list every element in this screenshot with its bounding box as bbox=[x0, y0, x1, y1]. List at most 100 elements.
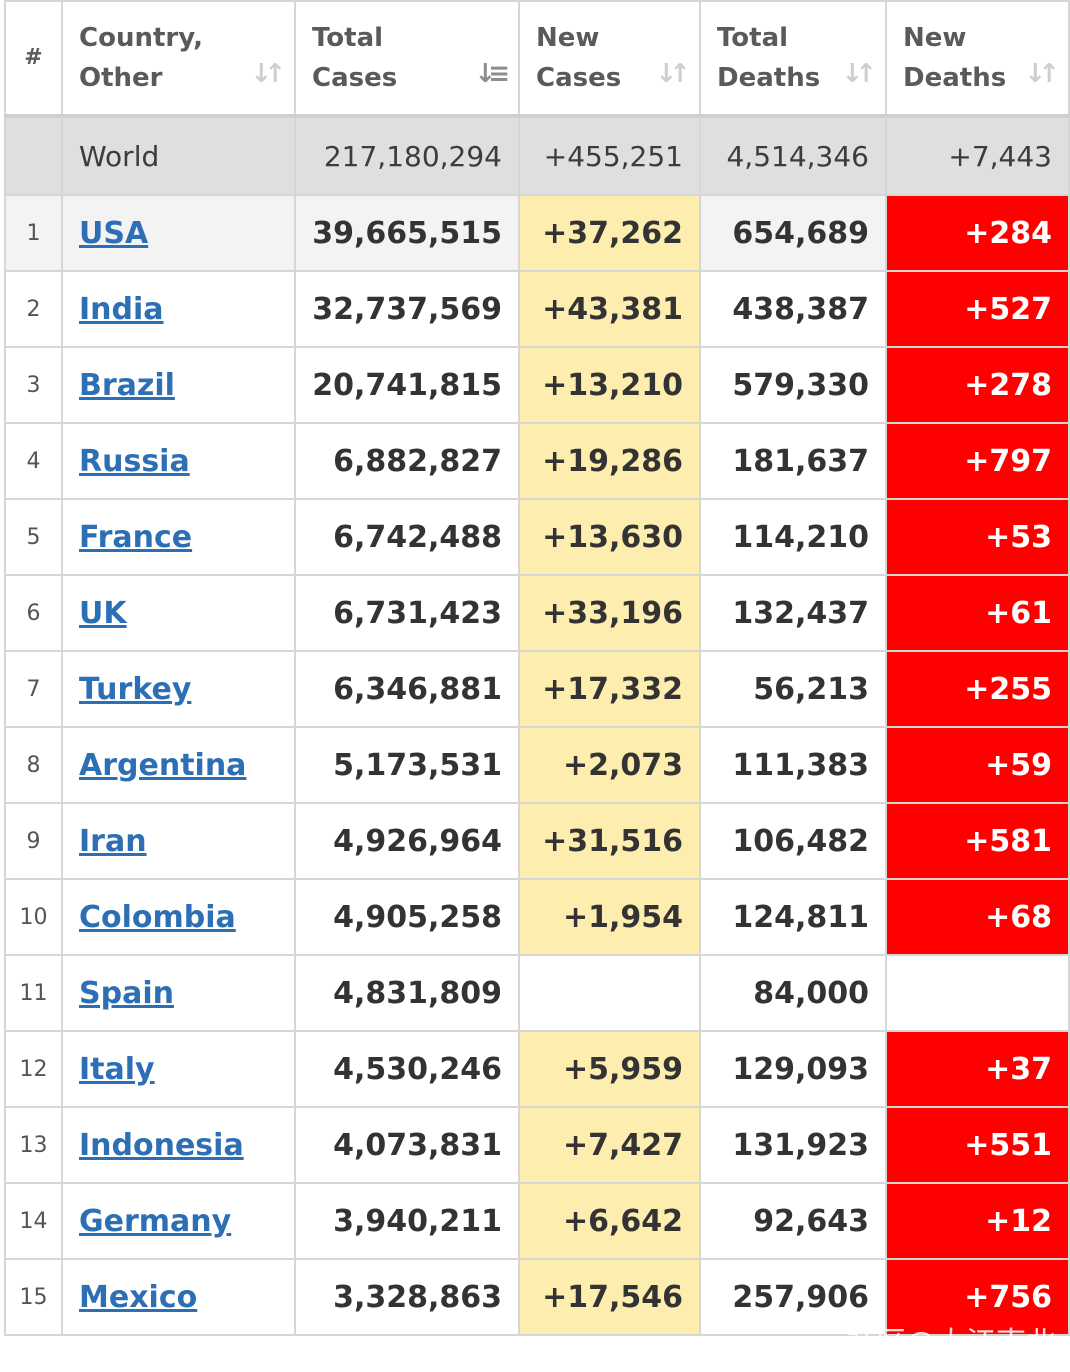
header-new-cases[interactable]: New Cases ↓↑ bbox=[518, 0, 701, 118]
country-link[interactable]: Turkey bbox=[79, 671, 192, 707]
rank-cell: 10 bbox=[4, 878, 63, 956]
new-deaths-cell bbox=[885, 954, 1070, 1032]
country-cell: UK bbox=[61, 574, 296, 652]
world-row: World 217,180,294 +455,251 4,514,346 +7,… bbox=[4, 115, 1070, 196]
world-total-deaths: 4,514,346 bbox=[699, 115, 887, 196]
watermark: 社区@大江南北 bbox=[846, 1326, 1056, 1361]
country-cell: Turkey bbox=[61, 650, 296, 728]
country-link[interactable]: UK bbox=[79, 595, 127, 631]
country-cell: USA bbox=[61, 194, 296, 272]
total-deaths-cell: 106,482 bbox=[699, 802, 887, 880]
table-row: 4 Russia 6,882,827 +19,286 181,637 +797 bbox=[4, 422, 1070, 500]
new-deaths-cell: +59 bbox=[885, 726, 1070, 804]
header-country[interactable]: Country, Other ↓↑ bbox=[61, 0, 296, 118]
country-link[interactable]: Brazil bbox=[79, 367, 175, 403]
sort-icon[interactable]: ↓↑ bbox=[250, 59, 285, 89]
country-cell: Mexico bbox=[61, 1258, 296, 1336]
new-deaths-cell: +284 bbox=[885, 194, 1070, 272]
new-cases-cell: +43,381 bbox=[518, 270, 701, 348]
new-cases-cell: +1,954 bbox=[518, 878, 701, 956]
total-deaths-cell: 654,689 bbox=[699, 194, 887, 272]
world-new-cases: +455,251 bbox=[518, 115, 701, 196]
header-new-deaths[interactable]: New Deaths ↓↑ bbox=[885, 0, 1070, 118]
total-deaths-cell: 131,923 bbox=[699, 1106, 887, 1184]
sort-icon[interactable]: ↓↑ bbox=[655, 59, 690, 89]
country-cell: France bbox=[61, 498, 296, 576]
total-deaths-cell: 438,387 bbox=[699, 270, 887, 348]
total-cases-cell: 4,831,809 bbox=[294, 954, 520, 1032]
total-deaths-cell: 124,811 bbox=[699, 878, 887, 956]
table-row: 6 UK 6,731,423 +33,196 132,437 +61 bbox=[4, 574, 1070, 652]
header-rank-label: # bbox=[24, 45, 43, 70]
rank-cell: 11 bbox=[4, 954, 63, 1032]
total-cases-cell: 4,905,258 bbox=[294, 878, 520, 956]
rank-cell: 3 bbox=[4, 346, 63, 424]
header-total-cases[interactable]: Total Cases ↓≡ bbox=[294, 0, 520, 118]
country-cell: Iran bbox=[61, 802, 296, 880]
table-row: 5 France 6,742,488 +13,630 114,210 +53 bbox=[4, 498, 1070, 576]
country-link[interactable]: Iran bbox=[79, 823, 147, 859]
new-cases-cell bbox=[518, 954, 701, 1032]
table-row: 14 Germany 3,940,211 +6,642 92,643 +12 bbox=[4, 1182, 1070, 1260]
new-deaths-cell: +68 bbox=[885, 878, 1070, 956]
world-rank-cell bbox=[4, 115, 63, 196]
table-row: 15 Mexico 3,328,863 +17,546 257,906 +756 bbox=[4, 1258, 1070, 1336]
table-row: 8 Argentina 5,173,531 +2,073 111,383 +59 bbox=[4, 726, 1070, 804]
total-deaths-cell: 181,637 bbox=[699, 422, 887, 500]
new-deaths-cell: +581 bbox=[885, 802, 1070, 880]
new-cases-cell: +17,332 bbox=[518, 650, 701, 728]
new-deaths-cell: +37 bbox=[885, 1030, 1070, 1108]
new-cases-cell: +37,262 bbox=[518, 194, 701, 272]
header-country-label: Country, Other bbox=[79, 23, 204, 93]
country-link[interactable]: Germany bbox=[79, 1203, 232, 1239]
country-cell: Russia bbox=[61, 422, 296, 500]
country-link[interactable]: Argentina bbox=[79, 747, 247, 783]
new-deaths-cell: +527 bbox=[885, 270, 1070, 348]
country-link[interactable]: USA bbox=[79, 215, 149, 251]
country-link[interactable]: Indonesia bbox=[79, 1127, 244, 1163]
country-link[interactable]: Mexico bbox=[79, 1279, 198, 1315]
rank-cell: 13 bbox=[4, 1106, 63, 1184]
rank-cell: 2 bbox=[4, 270, 63, 348]
header-new-cases-label: New Cases bbox=[536, 23, 622, 93]
total-deaths-cell: 84,000 bbox=[699, 954, 887, 1032]
rank-cell: 5 bbox=[4, 498, 63, 576]
sort-icon[interactable]: ↓↑ bbox=[1024, 59, 1059, 89]
header-rank[interactable]: # bbox=[4, 0, 63, 118]
total-cases-cell: 3,940,211 bbox=[294, 1182, 520, 1260]
total-cases-cell: 6,731,423 bbox=[294, 574, 520, 652]
rank-cell: 15 bbox=[4, 1258, 63, 1336]
header-total-deaths[interactable]: Total Deaths ↓↑ bbox=[699, 0, 887, 118]
total-cases-cell: 6,346,881 bbox=[294, 650, 520, 728]
rank-cell: 14 bbox=[4, 1182, 63, 1260]
country-link[interactable]: Colombia bbox=[79, 899, 236, 935]
country-cell: Germany bbox=[61, 1182, 296, 1260]
total-cases-cell: 39,665,515 bbox=[294, 194, 520, 272]
world-label: World bbox=[61, 115, 296, 196]
total-cases-cell: 6,882,827 bbox=[294, 422, 520, 500]
new-cases-cell: +2,073 bbox=[518, 726, 701, 804]
country-cell: Spain bbox=[61, 954, 296, 1032]
total-deaths-cell: 132,437 bbox=[699, 574, 887, 652]
world-total-cases: 217,180,294 bbox=[294, 115, 520, 196]
table-row: 11 Spain 4,831,809 84,000 bbox=[4, 954, 1070, 1032]
header-new-deaths-label: New Deaths bbox=[903, 23, 1007, 93]
sort-desc-icon[interactable]: ↓≡ bbox=[474, 59, 509, 89]
new-cases-cell: +13,630 bbox=[518, 498, 701, 576]
country-link[interactable]: Russia bbox=[79, 443, 190, 479]
country-link[interactable]: Italy bbox=[79, 1051, 155, 1087]
total-cases-cell: 20,741,815 bbox=[294, 346, 520, 424]
covid-table: # Country, Other ↓↑ Total Cases ↓≡ New Cases ↓… bbox=[4, 0, 1070, 1336]
new-deaths-cell: +551 bbox=[885, 1106, 1070, 1184]
country-cell: Brazil bbox=[61, 346, 296, 424]
sort-icon[interactable]: ↓↑ bbox=[841, 59, 876, 89]
new-cases-cell: +5,959 bbox=[518, 1030, 701, 1108]
rank-cell: 12 bbox=[4, 1030, 63, 1108]
table-row: 9 Iran 4,926,964 +31,516 106,482 +581 bbox=[4, 802, 1070, 880]
country-link[interactable]: France bbox=[79, 519, 193, 555]
country-link[interactable]: India bbox=[79, 291, 164, 327]
total-cases-cell: 5,173,531 bbox=[294, 726, 520, 804]
total-deaths-cell: 111,383 bbox=[699, 726, 887, 804]
country-link[interactable]: Spain bbox=[79, 975, 174, 1011]
table-row: 2 India 32,737,569 +43,381 438,387 +527 bbox=[4, 270, 1070, 348]
